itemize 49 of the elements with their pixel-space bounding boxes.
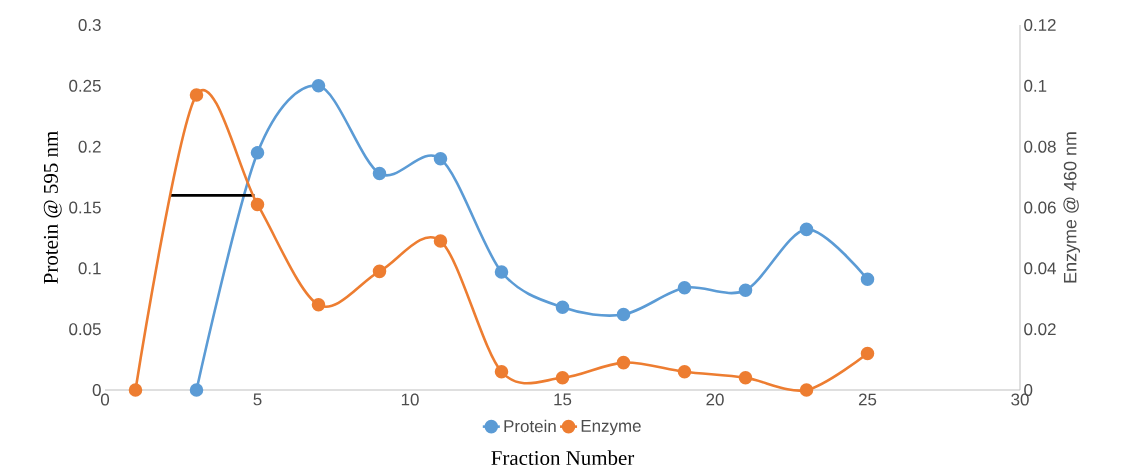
y2-tick-label: 0.04 bbox=[1024, 262, 1056, 275]
point bbox=[189, 88, 204, 102]
y-tick-label: 0.25 bbox=[69, 79, 101, 92]
point bbox=[372, 166, 387, 181]
x-tick-label: 15 bbox=[554, 393, 572, 406]
point bbox=[311, 298, 326, 312]
y2-tick-label: 0.08 bbox=[1024, 140, 1056, 153]
x-tick-label: 5 bbox=[253, 393, 262, 406]
y-axis-title: Protein @ 595 nm bbox=[43, 131, 62, 284]
x-tick-label: 0 bbox=[100, 393, 110, 406]
legend-label: Enzyme bbox=[581, 420, 641, 436]
point bbox=[738, 371, 753, 385]
point bbox=[555, 300, 570, 315]
y-tick-label: 0 bbox=[92, 384, 101, 396]
point bbox=[616, 355, 631, 370]
point bbox=[677, 364, 692, 379]
x-tick-label: 25 bbox=[858, 393, 877, 406]
y-tick-label: 0.15 bbox=[69, 201, 101, 214]
point bbox=[677, 281, 692, 295]
y2-tick-label: 0.02 bbox=[1024, 323, 1056, 336]
point bbox=[372, 264, 387, 279]
point bbox=[311, 79, 326, 93]
point bbox=[555, 371, 570, 385]
y-tick-label: 0.1 bbox=[78, 262, 101, 275]
y2-axis-title: Enzyme @ 460 nm bbox=[1063, 132, 1081, 283]
x-tick-label: 20 bbox=[706, 393, 724, 406]
point bbox=[250, 145, 265, 160]
point bbox=[799, 383, 814, 397]
point bbox=[799, 222, 814, 237]
point bbox=[433, 152, 448, 166]
point bbox=[616, 307, 631, 322]
y2-tick-label: 0.06 bbox=[1024, 201, 1056, 214]
y-tick-label: 0.05 bbox=[69, 323, 101, 336]
y-tick-label: 0.2 bbox=[78, 140, 101, 153]
y2-tick-label: 0.12 bbox=[1024, 19, 1056, 31]
y2-tick-label: 0.1 bbox=[1024, 79, 1047, 92]
point bbox=[738, 283, 753, 298]
x-tick-label: 10 bbox=[401, 393, 419, 406]
point bbox=[128, 383, 143, 397]
legend-label: Protein bbox=[504, 419, 556, 433]
point bbox=[860, 346, 875, 361]
x-axis-title: Fraction Number bbox=[491, 450, 635, 466]
point bbox=[250, 197, 265, 212]
point bbox=[494, 364, 509, 379]
point bbox=[433, 234, 448, 248]
point bbox=[189, 383, 204, 397]
y-tick-label: 0.3 bbox=[78, 19, 101, 31]
point bbox=[860, 272, 875, 287]
point bbox=[494, 265, 509, 279]
